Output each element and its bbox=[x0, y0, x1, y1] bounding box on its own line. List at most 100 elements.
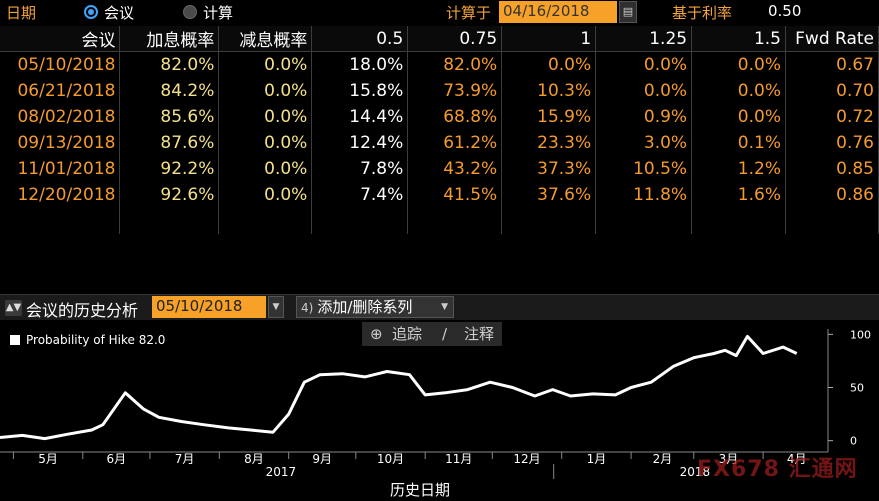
y-tick-label: 100 bbox=[850, 328, 871, 341]
rate-cell: 0.9% bbox=[595, 103, 693, 130]
table-row[interactable]: 09/13/2018 87.6% 0.0% 12.4% 61.2% 23.3% … bbox=[0, 129, 879, 156]
x-tick-label: 2月 bbox=[653, 452, 673, 466]
rate-cell: 14.4% bbox=[311, 103, 409, 130]
pencil-icon[interactable]: ∕ bbox=[442, 325, 448, 343]
meeting-date-cell: 05/10/2018 bbox=[0, 51, 121, 78]
radio-meeting[interactable] bbox=[84, 5, 98, 19]
radio-calc[interactable] bbox=[183, 5, 197, 19]
col-header-cut-prob[interactable]: 减息概率 bbox=[218, 26, 313, 52]
rate-cell: 37.3% bbox=[501, 155, 597, 182]
x-tick-label: 8月 bbox=[244, 452, 264, 466]
track-button[interactable]: 追踪 bbox=[392, 325, 423, 343]
rate-cell: 10.3% bbox=[501, 77, 597, 104]
rate-cell: 15.8% bbox=[311, 77, 409, 104]
watermark-logo: FX678 汇通网 bbox=[697, 457, 858, 482]
chart-legend: Probability of Hike 82.0 bbox=[6, 330, 174, 350]
x-tick-label: 12月 bbox=[513, 452, 540, 466]
rate-cell: 3.0% bbox=[595, 129, 693, 156]
y-tick-label: 50 bbox=[850, 382, 864, 395]
meeting-date-cell: 06/21/2018 bbox=[0, 77, 121, 104]
cut-prob-cell: 0.0% bbox=[218, 103, 313, 130]
base-rate-value[interactable]: 0.50 bbox=[768, 2, 802, 20]
hike-probability-chart[interactable]: 0 50 100 5月 6月 7月 8月 9月 10月 11月 12月 1月 2月 3月 4月 2017 201… bbox=[0, 321, 879, 501]
chevron-down-icon: ▼ bbox=[441, 302, 448, 312]
fwd-rate-cell: 0.67 bbox=[785, 51, 879, 78]
cut-prob-cell: 0.0% bbox=[218, 51, 313, 78]
hike-prob-cell: 82.0% bbox=[119, 51, 220, 78]
radio-calc-label[interactable]: 计算 bbox=[203, 4, 234, 22]
col-header-fwd-rate[interactable]: Fwd Rate bbox=[785, 26, 879, 52]
x-tick-label: 7月 bbox=[175, 452, 195, 466]
hike-prob-cell: 85.6% bbox=[119, 103, 220, 130]
chart-tools: ⊕ 追踪 ∕ 注释 bbox=[362, 322, 502, 346]
col-header-rate-1-25[interactable]: 1.25 bbox=[595, 26, 693, 52]
x-tick-label: 6月 bbox=[107, 452, 127, 466]
table-row[interactable]: 08/02/2018 85.6% 0.0% 14.4% 68.8% 15.9% … bbox=[0, 103, 879, 130]
meeting-date-cell: 11/01/2018 bbox=[0, 155, 121, 182]
calendar-icon[interactable]: ▤ bbox=[619, 1, 637, 23]
col-header-rate-0-5[interactable]: 0.5 bbox=[311, 26, 409, 52]
rate-cell: 18.0% bbox=[311, 51, 409, 78]
year-label: 2018 bbox=[680, 465, 711, 479]
fwd-rate-cell: 0.85 bbox=[785, 155, 879, 182]
table-row[interactable]: 11/01/2018 92.2% 0.0% 7.8% 43.2% 37.3% 1… bbox=[0, 155, 879, 182]
add-remove-series-menu[interactable]: 4) 添加/删除系列 ▼ bbox=[296, 296, 454, 318]
radio-meeting-label[interactable]: 会议 bbox=[104, 4, 135, 22]
cut-prob-cell: 0.0% bbox=[218, 155, 313, 182]
hike-prob-cell: 92.2% bbox=[119, 155, 220, 182]
rate-cell: 37.6% bbox=[501, 181, 597, 208]
history-section-title: 会议的历史分析 bbox=[26, 301, 139, 320]
rate-cell: 68.8% bbox=[407, 103, 503, 130]
annotate-button[interactable]: 注释 bbox=[464, 325, 495, 343]
table-row[interactable]: 06/21/2018 84.2% 0.0% 15.8% 73.9% 10.3% … bbox=[0, 77, 879, 104]
rate-cell: 82.0% bbox=[407, 51, 503, 78]
col-header-meeting[interactable]: 会议 bbox=[0, 26, 121, 52]
meeting-date-cell: 09/13/2018 bbox=[0, 129, 121, 156]
base-rate-label: 基于利率 bbox=[672, 4, 733, 22]
top-toolbar: 日期 会议 计算 计算于 04/16/2018 ▤ 基于利率 0.50 bbox=[0, 0, 879, 26]
rate-cell: 15.9% bbox=[501, 103, 597, 130]
meeting-date-cell: 08/02/2018 bbox=[0, 103, 121, 130]
rate-cell: 73.9% bbox=[407, 77, 503, 104]
cut-prob-cell: 0.0% bbox=[218, 129, 313, 156]
x-tick-label: 9月 bbox=[312, 452, 332, 466]
fwd-rate-cell: 0.70 bbox=[785, 77, 879, 104]
menu-number: 4) bbox=[301, 301, 314, 315]
rate-cell: 10.5% bbox=[595, 155, 693, 182]
table-row[interactable]: 05/10/2018 82.0% 0.0% 18.0% 82.0% 0.0% 0… bbox=[0, 51, 879, 78]
rate-cell: 41.5% bbox=[407, 181, 503, 208]
fwd-rate-cell: 0.76 bbox=[785, 129, 879, 156]
chevron-down-icon[interactable]: ▼ bbox=[268, 296, 284, 318]
rate-cell: 0.0% bbox=[691, 51, 786, 78]
table-row[interactable]: 12/20/2018 92.6% 0.0% 7.4% 41.5% 37.6% 1… bbox=[0, 181, 879, 208]
x-tick-label: 4月 bbox=[787, 452, 807, 466]
fwd-rate-cell: 0.86 bbox=[785, 181, 879, 208]
hike-prob-cell: 92.6% bbox=[119, 181, 220, 208]
rate-cell: 1.6% bbox=[691, 181, 786, 208]
col-header-rate-1-5[interactable]: 1.5 bbox=[691, 26, 786, 52]
rate-cell: 12.4% bbox=[311, 129, 409, 156]
rate-cell: 0.0% bbox=[595, 51, 693, 78]
legend-swatch bbox=[10, 335, 20, 345]
x-tick-label: 1月 bbox=[587, 452, 607, 466]
x-tick-label: 11月 bbox=[445, 452, 472, 466]
year-label: 2017 bbox=[266, 465, 297, 479]
hike-prob-cell: 84.2% bbox=[119, 77, 220, 104]
col-header-hike-prob[interactable]: 加息概率 bbox=[119, 26, 220, 52]
legend-series-value: 82.0 bbox=[138, 333, 166, 347]
legend-series-name: Probability of Hike bbox=[26, 333, 135, 347]
hike-prob-cell: 87.6% bbox=[119, 129, 220, 156]
crosshair-icon[interactable]: ⊕ bbox=[370, 325, 383, 343]
probability-table: 会议 加息概率 减息概率 0.5 0.75 1 1.25 1.5 Fwd Rat… bbox=[0, 26, 879, 234]
add-remove-series-label: 添加/删除系列 bbox=[317, 298, 413, 316]
col-header-rate-0-75[interactable]: 0.75 bbox=[407, 26, 503, 52]
fwd-rate-cell: 0.72 bbox=[785, 103, 879, 130]
rate-cell: 0.0% bbox=[691, 77, 786, 104]
cut-prob-cell: 0.0% bbox=[218, 181, 313, 208]
rate-cell: 11.8% bbox=[595, 181, 693, 208]
meeting-date-select[interactable]: 05/10/2018 bbox=[152, 296, 266, 318]
col-header-rate-1[interactable]: 1 bbox=[501, 26, 597, 52]
calc-date-field[interactable]: 04/16/2018 bbox=[499, 1, 617, 23]
collapse-toggle-icon[interactable]: ▲▼ bbox=[5, 300, 22, 316]
history-section-bar: ▲▼ 会议的历史分析 05/10/2018 ▼ 4) 添加/删除系列 ▼ bbox=[0, 294, 879, 320]
